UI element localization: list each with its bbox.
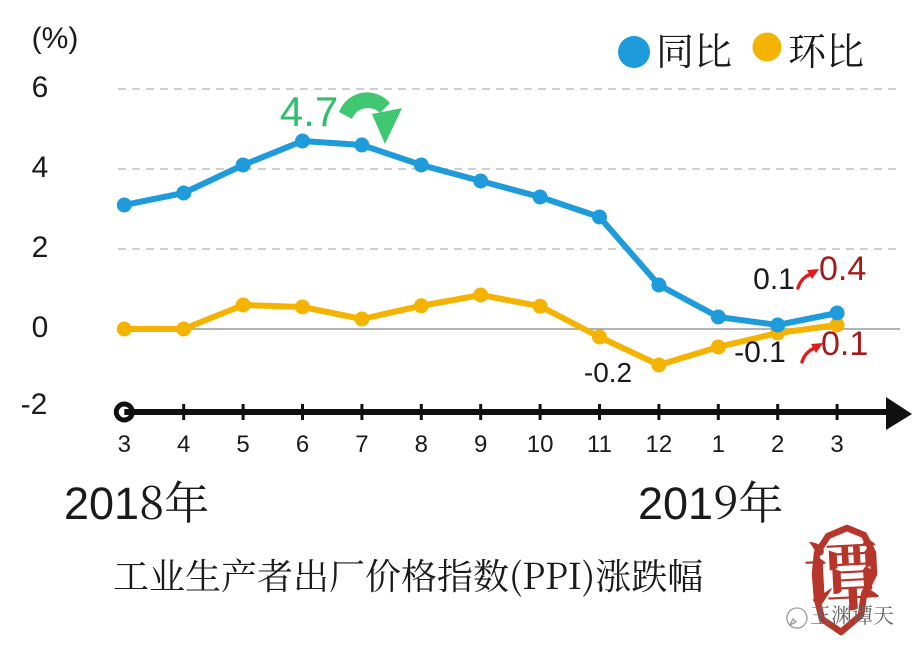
svg-text:1: 1 xyxy=(712,431,725,458)
svg-text:5: 5 xyxy=(236,431,249,458)
svg-text:4.7: 4.7 xyxy=(280,88,338,135)
svg-text:3: 3 xyxy=(118,431,131,458)
svg-text:9: 9 xyxy=(474,431,487,458)
svg-text:2019年: 2019年 xyxy=(638,467,783,532)
svg-text:玉渊谭天: 玉渊谭天 xyxy=(810,600,894,630)
svg-text:-0.1: -0.1 xyxy=(734,336,786,369)
svg-text:0: 0 xyxy=(32,311,49,344)
svg-text:同比: 同比 xyxy=(656,21,732,76)
svg-text:3: 3 xyxy=(830,431,843,458)
svg-text:2018年: 2018年 xyxy=(64,467,209,532)
svg-text:0.4: 0.4 xyxy=(819,250,866,288)
svg-text:(%): (%) xyxy=(32,22,79,55)
svg-text:11: 11 xyxy=(587,431,612,458)
svg-text:-0.2: -0.2 xyxy=(584,357,632,388)
svg-text:7: 7 xyxy=(355,431,368,458)
svg-text:0.1: 0.1 xyxy=(753,263,795,296)
svg-text:6: 6 xyxy=(296,431,309,458)
svg-text:2: 2 xyxy=(771,431,784,458)
svg-text:4: 4 xyxy=(32,151,49,184)
svg-text:8: 8 xyxy=(415,431,428,458)
svg-text:工业生产者出厂价格指数(PPI)涨跌幅: 工业生产者出厂价格指数(PPI)涨跌幅 xyxy=(113,549,703,600)
svg-text:4: 4 xyxy=(177,431,190,458)
svg-text:10: 10 xyxy=(527,431,554,458)
svg-text:12: 12 xyxy=(646,431,673,458)
svg-text:环比: 环比 xyxy=(788,21,864,76)
svg-text:-2: -2 xyxy=(21,388,48,421)
svg-text:6: 6 xyxy=(32,71,49,104)
svg-text:2: 2 xyxy=(32,231,49,264)
svg-text:0.1: 0.1 xyxy=(821,325,868,363)
